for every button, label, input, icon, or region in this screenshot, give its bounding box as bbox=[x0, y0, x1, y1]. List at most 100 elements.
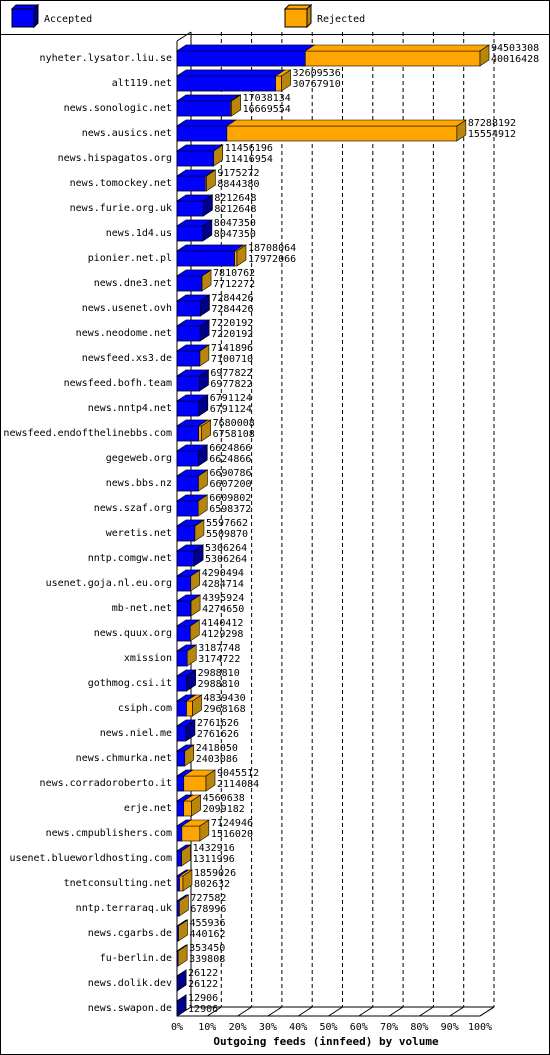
bar-front bbox=[176, 800, 185, 817]
bar bbox=[176, 294, 211, 317]
bar-front bbox=[176, 825, 183, 842]
value-label: 5597662 bbox=[206, 518, 248, 529]
bar-top bbox=[176, 44, 316, 52]
bar-side bbox=[192, 694, 202, 717]
x-tick-label: 80% bbox=[410, 1022, 428, 1033]
value-label: 7284426 bbox=[211, 293, 253, 304]
bar bbox=[176, 719, 196, 742]
y-tick-label: fu-berlin.de bbox=[100, 953, 172, 964]
bar bbox=[176, 494, 209, 517]
value-label: 8047350 bbox=[214, 218, 256, 229]
bar bbox=[176, 319, 211, 342]
bar-side bbox=[231, 94, 241, 117]
value-label: 6791124 bbox=[210, 404, 252, 415]
value-label: 3174722 bbox=[198, 654, 240, 665]
bar-front bbox=[176, 150, 214, 167]
y-tick-label: news.neodome.net bbox=[76, 328, 172, 339]
value-label: 4129298 bbox=[201, 629, 243, 640]
bar-side bbox=[200, 294, 210, 317]
bar-front bbox=[176, 125, 228, 142]
bar-side bbox=[206, 169, 216, 192]
legend-swatch-side bbox=[306, 3, 312, 29]
y-tick-label: newsfeed.endofthelinebbs.com bbox=[3, 428, 172, 439]
y-tick-label: newsfeed.xs3.de bbox=[82, 353, 172, 364]
bar bbox=[176, 569, 201, 592]
value-label: 6977822 bbox=[210, 379, 252, 390]
value-label: 18708064 bbox=[248, 243, 296, 254]
y-tick-label: gegeweb.org bbox=[106, 453, 172, 464]
bar bbox=[176, 869, 190, 892]
x-tick-label: 30% bbox=[259, 1022, 277, 1033]
bar-top bbox=[176, 819, 192, 827]
bar-top bbox=[176, 769, 194, 777]
value-label: 2418050 bbox=[196, 743, 238, 754]
value-label: 87288192 bbox=[468, 118, 516, 129]
bar-front bbox=[176, 900, 180, 917]
bar bbox=[176, 94, 241, 117]
y-tick-label: news.usenet.ovh bbox=[82, 303, 172, 314]
bar bbox=[176, 819, 192, 842]
y-tick-label: news.cmpublishers.com bbox=[46, 828, 172, 839]
value-label: 7100710 bbox=[211, 354, 253, 365]
value-label: 6607200 bbox=[209, 479, 251, 490]
bar bbox=[176, 144, 224, 167]
bar bbox=[176, 844, 192, 867]
bar-front bbox=[176, 925, 179, 942]
y-tick-label: newsfeed.bofh.team bbox=[64, 378, 172, 389]
value-label: 4140412 bbox=[201, 618, 243, 629]
value-label: 7810762 bbox=[213, 268, 255, 279]
bar bbox=[176, 344, 210, 367]
value-label: 30767910 bbox=[293, 79, 341, 90]
value-label: 9045512 bbox=[217, 768, 259, 779]
value-label: 4290494 bbox=[202, 568, 244, 579]
value-label: 7680008 bbox=[213, 418, 255, 429]
bar bbox=[176, 669, 197, 692]
bar-front bbox=[176, 200, 204, 217]
bar bbox=[176, 594, 201, 617]
value-label: 40016428 bbox=[491, 54, 539, 65]
bar-side bbox=[197, 444, 208, 467]
value-label: 11416954 bbox=[225, 154, 273, 165]
bar-front bbox=[176, 600, 192, 617]
value-label: 8844380 bbox=[217, 179, 259, 190]
x-tick-label: 0% bbox=[171, 1022, 183, 1033]
bar bbox=[176, 644, 198, 667]
bar bbox=[176, 769, 194, 792]
value-label: 5306264 bbox=[205, 543, 247, 554]
bar bbox=[176, 419, 209, 442]
x-tick bbox=[207, 1006, 222, 1017]
y-tick-label: news.chmurka.net bbox=[76, 753, 172, 764]
y-tick-label: news.sonologic.net bbox=[64, 103, 172, 114]
y-tick-label: nyheter.lysator.liu.se bbox=[40, 53, 172, 64]
y-tick-label: news.1d4.us bbox=[106, 228, 172, 239]
value-label: 6791124 bbox=[210, 393, 252, 404]
y-tick-label: news.niel.me bbox=[100, 728, 172, 739]
bar-front bbox=[176, 700, 187, 717]
bar-side bbox=[193, 544, 204, 567]
value-label: 1516020 bbox=[211, 829, 253, 840]
bar bbox=[176, 369, 210, 392]
value-label: 6690786 bbox=[209, 468, 251, 479]
bar-side bbox=[236, 244, 247, 267]
value-label: 17972066 bbox=[248, 254, 296, 265]
bar-side bbox=[182, 869, 193, 892]
bar-front bbox=[176, 525, 195, 542]
x-tick-label: 60% bbox=[350, 1022, 368, 1033]
bar-front bbox=[176, 300, 201, 317]
y-tick-label: news.hispagatos.org bbox=[58, 153, 172, 164]
bar bbox=[176, 119, 237, 142]
value-label: 6598372 bbox=[209, 504, 251, 515]
value-label: 6624866 bbox=[209, 454, 251, 465]
bar bbox=[176, 519, 205, 542]
bar-front bbox=[176, 225, 204, 242]
value-label: 2988810 bbox=[198, 668, 240, 679]
value-label: 16669554 bbox=[243, 104, 291, 115]
value-label: 727582 bbox=[190, 893, 226, 904]
value-label: 2114084 bbox=[217, 779, 259, 790]
y-tick-label: news.swapon.de bbox=[88, 1003, 172, 1014]
bar-front bbox=[176, 275, 203, 292]
value-label: 7220192 bbox=[211, 318, 253, 329]
bar-top bbox=[176, 894, 190, 902]
y-tick-label: csiph.com bbox=[118, 703, 172, 714]
y-tick-label: alt119.net bbox=[112, 78, 172, 89]
